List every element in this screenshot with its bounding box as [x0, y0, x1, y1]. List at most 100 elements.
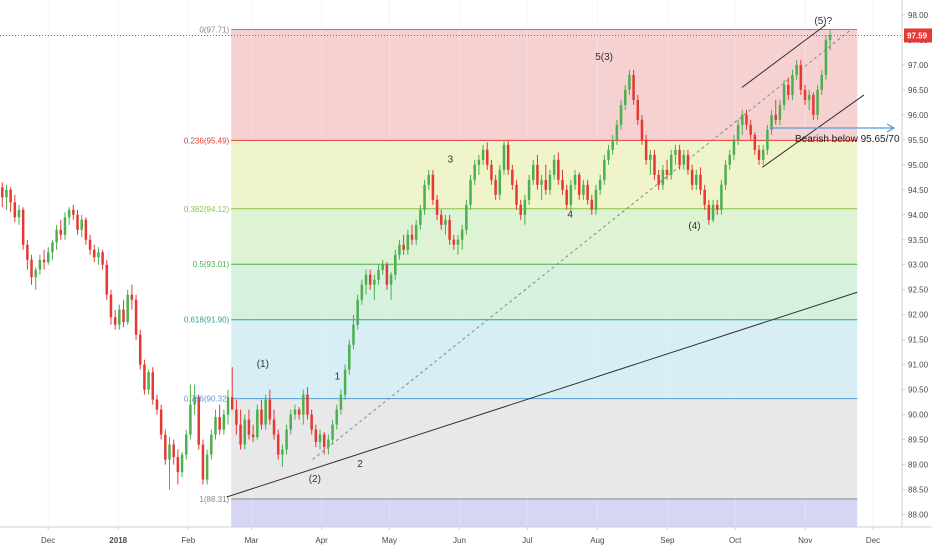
candle-body: [707, 204, 711, 220]
candle-body: [97, 252, 100, 258]
x-tick-label: Aug: [590, 536, 604, 545]
candle-body: [598, 179, 602, 190]
x-tick-label: Oct: [729, 536, 742, 545]
candle-body: [302, 394, 305, 415]
y-tick-label: 94.00: [908, 211, 929, 220]
annotation-arrow-head: [886, 123, 896, 133]
candle-body: [26, 244, 29, 260]
candle-body: [306, 394, 309, 415]
candle-body: [356, 299, 359, 325]
candle-body: [80, 219, 83, 230]
trendline-wedge-upper: [741, 24, 826, 88]
candle-body: [745, 114, 748, 125]
candle-body: [812, 94, 815, 115]
candle-body: [540, 179, 543, 185]
candle-body: [373, 279, 376, 285]
trendline-wedge-lower: [762, 94, 865, 168]
candle-body: [686, 154, 690, 170]
candle-body: [230, 397, 234, 410]
candle-body: [477, 159, 481, 165]
y-tick-label: 93.50: [908, 236, 929, 245]
x-tick-label: May: [382, 536, 397, 545]
candle-body: [67, 209, 71, 218]
fib-level-label: 0.382(94.12): [184, 205, 230, 214]
candle-body: [226, 397, 230, 415]
candle-body: [84, 219, 88, 240]
candle-body: [807, 94, 811, 100]
candle-body: [189, 404, 192, 435]
y-tick-label: 97.00: [908, 61, 929, 70]
candle-body: [76, 214, 79, 230]
last-price-badge: [904, 28, 932, 43]
candle-body: [695, 174, 698, 185]
y-tick-label: 88.50: [908, 486, 929, 495]
candle-body: [210, 434, 213, 455]
candle-body: [176, 457, 180, 473]
fib-level-label: 0.618(91.90): [184, 316, 230, 325]
candle-body: [92, 249, 96, 258]
candle-body: [143, 364, 146, 390]
x-tick-label: Mar: [245, 536, 259, 545]
candle-body: [523, 199, 527, 215]
fib-zone: [231, 140, 858, 209]
candle-body: [657, 174, 660, 185]
candle-body: [368, 274, 372, 285]
candle-body: [640, 119, 644, 140]
candle-body: [101, 252, 104, 265]
candle-body: [544, 179, 548, 190]
candle-body: [147, 372, 150, 390]
x-tick-label: Dec: [866, 536, 880, 545]
candle-body: [753, 134, 757, 150]
fib-zone: [231, 29, 858, 141]
candle-body: [615, 124, 619, 140]
candle-body: [268, 399, 272, 420]
candle-body: [389, 274, 393, 285]
candle-body: [720, 184, 723, 210]
candle-body: [151, 372, 155, 400]
candle-body: [314, 429, 318, 443]
candles: [1, 29, 832, 490]
candle-body: [761, 149, 765, 160]
wave-label: (4): [688, 221, 700, 232]
candle-body: [561, 179, 564, 190]
candle-body: [122, 309, 125, 323]
candle-body: [180, 454, 184, 473]
candle-body: [669, 154, 673, 175]
candle-body: [795, 64, 798, 75]
candle-body: [352, 324, 355, 345]
fib-level-label: 0.786(90.32): [184, 395, 230, 404]
candle-body: [193, 397, 196, 405]
wave-label: 4: [567, 209, 573, 220]
candle-body: [205, 454, 209, 480]
candle-body: [452, 239, 456, 245]
candle-body: [348, 344, 351, 370]
candle-body: [51, 242, 54, 253]
candle-body: [661, 169, 665, 185]
candle-body: [573, 174, 577, 185]
candle-body: [770, 114, 773, 130]
wave-label: 2: [357, 459, 363, 470]
candle-body: [824, 39, 828, 75]
candle-body: [473, 164, 476, 180]
candle-body: [557, 159, 560, 180]
candle-body: [690, 169, 694, 185]
candle-body: [653, 154, 656, 175]
candle-body: [406, 234, 410, 250]
trendline-channel-lower: [226, 291, 858, 498]
candle-body: [218, 417, 221, 430]
candle-body: [632, 74, 635, 100]
candle-body: [272, 419, 276, 435]
candle-body: [201, 444, 205, 480]
candle-body: [787, 84, 790, 95]
candle-body: [239, 424, 242, 445]
y-tick-label: 91.50: [908, 336, 929, 345]
candle-body: [9, 189, 12, 203]
x-axis-ticks: Dec 2018 Feb Mar Apr May Jun Jul Aug Sep Oct Nov Dec: [41, 527, 880, 545]
candle-body: [766, 129, 769, 150]
candle-body: [782, 84, 786, 105]
candle-body: [38, 259, 42, 270]
candle-body: [214, 417, 217, 435]
candle-body: [506, 144, 510, 170]
candle-body: [603, 159, 606, 180]
